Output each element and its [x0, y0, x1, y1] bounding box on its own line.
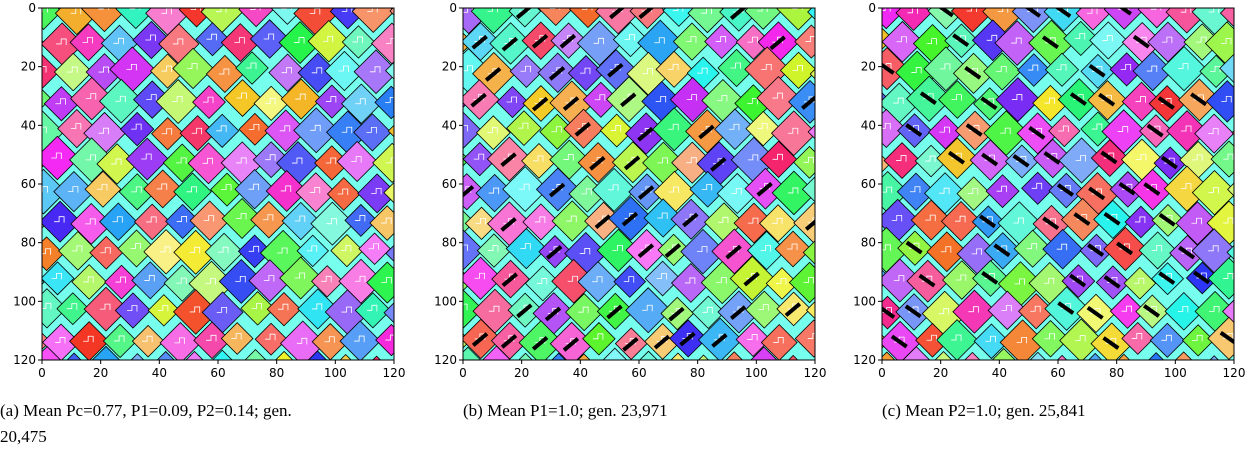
x-tick-label: 60	[210, 366, 225, 380]
x-tick-label: 100	[324, 366, 347, 380]
x-tick-label: 0	[459, 366, 467, 380]
y-tick-label: 80	[21, 236, 36, 250]
y-tick-label: 40	[21, 118, 36, 132]
caption: 20,475	[0, 427, 47, 446]
simulation-image	[42, 8, 394, 360]
x-tick-label: 100	[745, 366, 768, 380]
y-tick-label: 100	[434, 294, 457, 308]
y-tick-label: 100	[853, 294, 876, 308]
y-tick-label: 80	[442, 236, 457, 250]
y-tick-label: 0	[449, 1, 457, 15]
y-tick-label: 20	[21, 60, 36, 74]
x-tick-label: 20	[933, 366, 948, 380]
x-tick-label: 0	[878, 366, 886, 380]
caption: (c) Mean P2=1.0; gen. 25,841	[882, 401, 1086, 420]
caption: (b) Mean P1=1.0; gen. 23,971	[463, 401, 668, 420]
y-tick-label: 0	[28, 1, 36, 15]
x-tick-label: 0	[38, 366, 46, 380]
x-tick-label: 20	[93, 366, 108, 380]
y-tick-label: 80	[861, 236, 876, 250]
y-tick-label: 40	[861, 118, 876, 132]
y-tick-label: 120	[13, 353, 36, 367]
y-tick-label: 120	[853, 353, 876, 367]
x-tick-label: 60	[631, 366, 646, 380]
x-tick-label: 40	[573, 366, 588, 380]
simulation-image	[882, 8, 1234, 360]
x-tick-label: 40	[992, 366, 1007, 380]
x-tick-label: 100	[1164, 366, 1187, 380]
y-tick-label: 20	[442, 60, 457, 74]
x-tick-label: 80	[690, 366, 705, 380]
y-tick-label: 0	[868, 1, 876, 15]
x-tick-label: 40	[152, 366, 167, 380]
y-tick-label: 20	[861, 60, 876, 74]
caption: (a) Mean Pc=0.77, P1=0.09, P2=0.14; gen.	[0, 401, 292, 420]
x-tick-label: 120	[1223, 366, 1246, 380]
y-tick-label: 120	[434, 353, 457, 367]
y-tick-label: 100	[13, 294, 36, 308]
simulation-image	[463, 8, 815, 360]
y-tick-label: 60	[442, 177, 457, 191]
y-tick-label: 60	[21, 177, 36, 191]
x-tick-label: 120	[383, 366, 406, 380]
x-tick-label: 20	[514, 366, 529, 380]
y-tick-label: 40	[442, 118, 457, 132]
y-tick-label: 60	[861, 177, 876, 191]
x-tick-label: 60	[1050, 366, 1065, 380]
x-tick-label: 80	[269, 366, 284, 380]
x-tick-label: 120	[804, 366, 827, 380]
x-tick-label: 80	[1109, 366, 1124, 380]
